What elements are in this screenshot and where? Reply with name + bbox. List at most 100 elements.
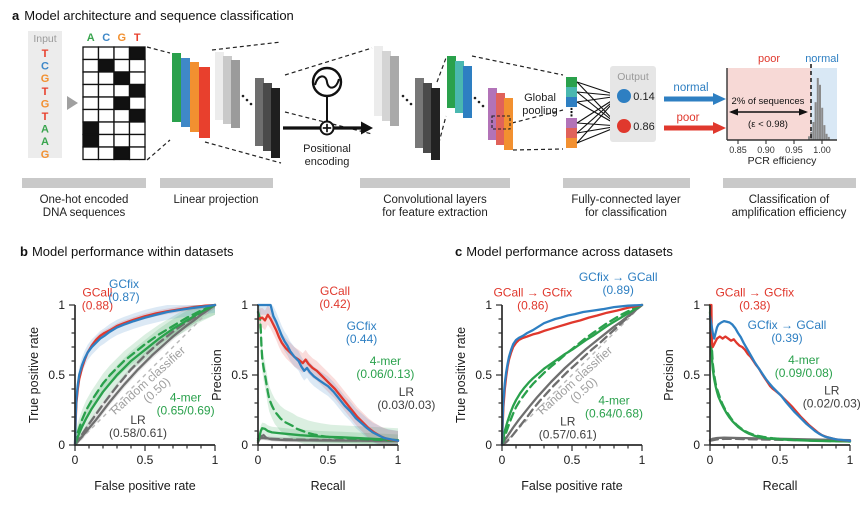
caption-onehot: One-hot encoded DNA sequences — [22, 178, 146, 219]
output-value-poor: 0.86 — [633, 121, 654, 133]
x-tick-label: 1 — [395, 453, 402, 467]
panel-b-title: b Model performance within datasets — [20, 244, 234, 259]
onehot-header-letter: A — [87, 32, 95, 44]
y-tick-label: 0 — [693, 438, 700, 452]
series-annotation: GCall (0.42) — [319, 284, 350, 311]
onehot-cell — [82, 121, 100, 136]
confidence-band — [258, 305, 398, 445]
onehot-cell — [97, 83, 115, 98]
mini-tick-label: 0.90 — [757, 145, 775, 155]
positional-encoding-icon — [311, 66, 343, 136]
positional-encoding-label: Positional encoding — [303, 143, 351, 168]
series-annotation: LR (0.02/0.03) — [803, 384, 861, 411]
series-annotation: GCfix → GCall (0.39) — [748, 318, 827, 345]
onehot-cell — [113, 96, 131, 111]
efficiency-histogram: 0.85 0.90 0.95 1.00 — [729, 78, 831, 155]
curve-gcfix — [73, 303, 217, 447]
pr-plot-across: 00 0.5 0.5 1 1 Recall Precision GCall → GCfix (0… — [662, 286, 861, 493]
confidence-band — [258, 305, 398, 445]
caption-classification: Classification of amplification efficienc… — [723, 178, 856, 219]
stage-captions: One-hot encoded DNA sequences Linear proj… — [22, 178, 856, 219]
y-axis-label: Precision — [662, 349, 676, 400]
onehot-cell — [82, 133, 100, 148]
vertical-ellipsis-icon: ⋮ — [566, 107, 577, 119]
x-tick-label: 0 — [707, 453, 714, 467]
input-base-letter: T — [42, 86, 49, 98]
series-annotation: 4-mer (0.09/0.08) — [775, 353, 833, 380]
sequences-annotation: 2% of sequences — [732, 96, 805, 107]
x-tick-label: 0 — [255, 453, 262, 467]
poor-region-label: poor — [758, 53, 780, 65]
input-base-letter: G — [41, 98, 50, 110]
x-tick-label: 0.5 — [772, 453, 789, 467]
receptive-field-box — [491, 115, 511, 130]
y-tick-label: 1 — [693, 298, 700, 312]
curve-gcfix-gcall — [500, 303, 644, 447]
efficiency-classification-plot: 0.85 0.90 0.95 1.00 poor normal 2% of seque… — [726, 53, 839, 167]
input-base-letter: G — [41, 149, 50, 161]
series-annotation: GCfix → GCall (0.89) — [579, 270, 658, 297]
conv-feature-stack-a — [447, 56, 472, 118]
curve-lr — [500, 303, 644, 447]
y-tick-label: 0 — [485, 438, 492, 452]
onehot-cell — [97, 133, 115, 148]
onehot-cell — [82, 83, 100, 98]
onehot-cell — [128, 146, 146, 161]
mini-tick-label: 0.85 — [729, 145, 747, 155]
output-value-normal: 0.14 — [633, 91, 654, 103]
onehot-header-letter: G — [117, 32, 126, 44]
onehot-cell — [113, 133, 131, 148]
curve-4-mer — [500, 303, 644, 447]
input-base-letter: T — [42, 111, 49, 123]
onehot-cell — [113, 146, 131, 161]
svg-text:Linear projection: Linear projection — [173, 194, 258, 206]
curve-lr — [73, 303, 217, 447]
onehot-cell — [113, 121, 131, 136]
poor-arrow-label: poor — [676, 112, 699, 124]
curve-gcfix — [256, 303, 400, 442]
onehot-cell — [82, 96, 100, 111]
curve-lr — [73, 303, 217, 447]
curve-4-mer — [73, 303, 217, 447]
y-axis-label: True positive rate — [27, 327, 41, 423]
x-tick-label: 1 — [212, 453, 219, 467]
onehot-cell — [113, 71, 131, 86]
panel-a-architecture: a Model architecture and sequence classif… — [12, 8, 856, 219]
series-annotation: LR (0.58/0.61) — [109, 413, 167, 440]
pr-plot-within: 00 0.5 0.5 1 1 Recall Precision GCall (0.42) GCfi… — [210, 284, 435, 493]
hist-bar — [825, 133, 828, 140]
conv-light-stack — [374, 46, 399, 126]
roc-plot-across: 00 0.5 0.5 1 1 False positive rate True positi… — [454, 270, 658, 493]
curve-gcall — [256, 313, 400, 442]
hist-bar — [816, 78, 819, 140]
poor-arrow-head — [713, 122, 726, 134]
onehot-cell — [128, 121, 146, 136]
random-classifier-line — [501, 304, 643, 446]
onehot-cell — [128, 133, 146, 148]
onehot-cell — [82, 58, 100, 73]
projection-dark-stack — [255, 78, 280, 158]
onehot-cell — [82, 46, 100, 61]
series-annotation: 4-mer (0.65/0.69) — [157, 391, 215, 418]
x-tick-label: 0.5 — [564, 453, 581, 467]
input-sequence-box — [28, 31, 62, 158]
mini-tick-label: 0.95 — [785, 145, 803, 155]
hist-bar — [812, 122, 815, 140]
x-axis-label: Recall — [763, 479, 798, 493]
x-tick-label: 0.5 — [137, 453, 154, 467]
output-node-normal — [617, 89, 631, 103]
x-tick-label: 0 — [72, 453, 79, 467]
onehot-cell — [97, 46, 115, 61]
hist-bar — [821, 107, 824, 140]
ellipsis-dots — [241, 94, 253, 106]
output-node-poor — [617, 119, 631, 133]
curve-4-mer — [73, 303, 217, 447]
onehot-cell — [128, 83, 146, 98]
pooled-feature-squares: ⋮ — [566, 77, 577, 148]
random-classifier-line — [74, 304, 216, 446]
panel-a-title: a Model architecture and sequence classif… — [12, 8, 294, 23]
onehot-cell — [128, 58, 146, 73]
